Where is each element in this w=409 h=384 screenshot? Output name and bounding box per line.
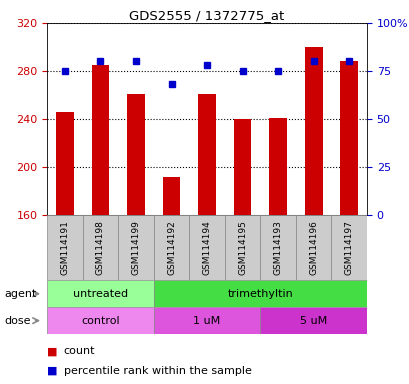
- Bar: [260, 307, 366, 334]
- Bar: [330, 215, 366, 280]
- Text: GSM114197: GSM114197: [344, 220, 353, 275]
- Bar: [233, 119, 251, 215]
- Text: ■: ■: [47, 346, 58, 356]
- Text: agent: agent: [4, 289, 36, 299]
- Bar: [153, 307, 260, 334]
- Text: GSM114194: GSM114194: [202, 220, 211, 275]
- Text: GSM114196: GSM114196: [308, 220, 317, 275]
- Text: GSM114192: GSM114192: [166, 220, 175, 275]
- Text: GSM114193: GSM114193: [273, 220, 282, 275]
- Text: count: count: [63, 346, 95, 356]
- Text: control: control: [81, 316, 119, 326]
- Text: percentile rank within the sample: percentile rank within the sample: [63, 366, 251, 376]
- Text: 1 uM: 1 uM: [193, 316, 220, 326]
- Text: ■: ■: [47, 366, 58, 376]
- Bar: [224, 215, 260, 280]
- Bar: [339, 61, 357, 215]
- Bar: [47, 280, 153, 307]
- Bar: [162, 177, 180, 215]
- Text: trimethyltin: trimethyltin: [227, 289, 292, 299]
- Bar: [47, 307, 153, 334]
- Bar: [189, 215, 224, 280]
- Text: GSM114191: GSM114191: [60, 220, 69, 275]
- Bar: [56, 112, 74, 215]
- Bar: [269, 118, 286, 215]
- Text: dose: dose: [4, 316, 31, 326]
- Bar: [153, 215, 189, 280]
- Bar: [91, 65, 109, 215]
- Text: GSM114199: GSM114199: [131, 220, 140, 275]
- Bar: [127, 94, 144, 215]
- Bar: [198, 94, 216, 215]
- Text: GSM114195: GSM114195: [238, 220, 247, 275]
- Bar: [304, 47, 322, 215]
- Text: GSM114198: GSM114198: [96, 220, 105, 275]
- Text: 5 uM: 5 uM: [299, 316, 326, 326]
- Bar: [260, 215, 295, 280]
- Bar: [118, 215, 153, 280]
- Title: GDS2555 / 1372775_at: GDS2555 / 1372775_at: [129, 9, 284, 22]
- Bar: [83, 215, 118, 280]
- Bar: [295, 215, 330, 280]
- Bar: [153, 280, 366, 307]
- Bar: [47, 215, 83, 280]
- Text: untreated: untreated: [73, 289, 128, 299]
